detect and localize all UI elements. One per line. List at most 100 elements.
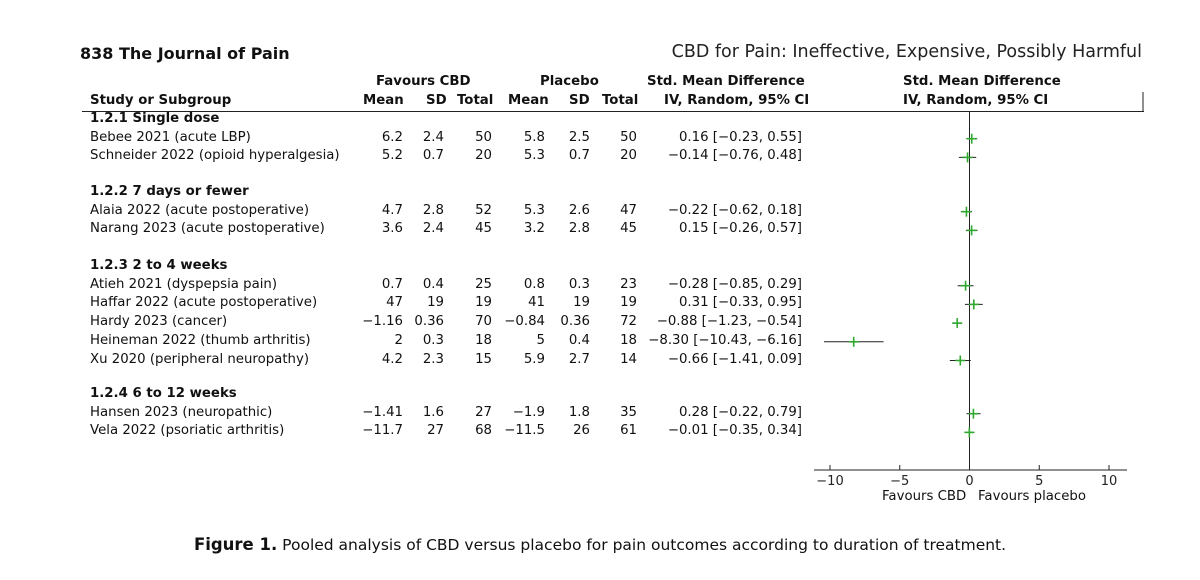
study-name: Atieh 2021 (dyspepsia pain) <box>90 276 278 292</box>
cell-ci: −0.14 [−0.76, 0.48] <box>667 148 802 164</box>
figure-caption: Figure 1. Pooled analysis of CBD versus … <box>0 535 1200 554</box>
cell-m2: −11.5 <box>504 423 545 439</box>
cell-n2: 19 <box>620 295 637 311</box>
cell-m2: 0.8 <box>523 276 545 292</box>
study-name: Hardy 2023 (cancer) <box>90 314 228 330</box>
header-rule <box>82 111 1144 112</box>
study-name: Xu 2020 (peripheral neuropathy) <box>90 351 310 367</box>
cell-n1: 25 <box>475 276 492 292</box>
cell-ci: 0.28 [−0.22, 0.79] <box>678 404 802 420</box>
cell-sd2: 0.36 <box>560 314 590 330</box>
cell-sd1: 0.3 <box>422 332 444 348</box>
cell-ci: −0.66 [−1.41, 0.09] <box>667 351 802 367</box>
x-tick-label: −10 <box>816 474 843 489</box>
cell-n1: 68 <box>475 423 492 439</box>
header-total-cbd: Total <box>457 93 494 108</box>
cell-sd2: 2.5 <box>568 129 590 145</box>
cell-ci: −8.30 [−10.43, −6.16] <box>648 332 802 348</box>
study-name: Bebee 2021 (acute LBP) <box>90 129 251 145</box>
cell-m1: −1.16 <box>362 314 403 330</box>
cell-n2: 50 <box>620 129 637 145</box>
cell-sd1: 27 <box>427 423 444 439</box>
header-sd-cbd: SD <box>426 93 447 108</box>
figure-caption-text: Pooled analysis of CBD versus placebo fo… <box>277 536 1007 554</box>
cell-n2: 23 <box>620 276 637 292</box>
cell-sd1: 2.4 <box>422 221 444 237</box>
header-placebo: Placebo <box>540 74 599 89</box>
study-name: Vela 2022 (psoriatic arthritis) <box>90 423 285 439</box>
study-name: Haffar 2022 (acute postoperative) <box>90 295 318 311</box>
cell-sd1: 19 <box>427 295 444 311</box>
cell-ci: −0.28 [−0.85, 0.29] <box>667 276 802 292</box>
cell-sd2: 1.8 <box>568 404 590 420</box>
cell-m2: 5.9 <box>523 351 545 367</box>
cell-n2: 61 <box>620 423 637 439</box>
header-smd: Std. Mean Difference <box>647 74 805 89</box>
x-tick-label: −5 <box>890 474 909 489</box>
cell-n2: 35 <box>620 404 637 420</box>
cell-n1: 50 <box>475 129 492 145</box>
cell-m1: 4.7 <box>381 202 403 218</box>
cell-m1: 0.7 <box>381 276 403 292</box>
cell-n1: 20 <box>475 148 492 164</box>
cell-sd1: 0.7 <box>422 148 444 164</box>
axis-label-favours-cbd: Favours CBD <box>882 489 967 504</box>
cell-m2: 3.2 <box>523 221 545 237</box>
cell-ci: 0.16 [−0.23, 0.55] <box>678 129 802 145</box>
cell-n2: 72 <box>620 314 637 330</box>
cell-n1: 45 <box>475 221 492 237</box>
cell-n1: 15 <box>475 351 492 367</box>
cell-sd1: 1.6 <box>422 404 444 420</box>
figure-caption-label: Figure 1. <box>193 535 278 554</box>
cell-n2: 20 <box>620 148 637 164</box>
cell-sd2: 0.3 <box>568 276 590 292</box>
cell-n1: 52 <box>475 202 492 218</box>
cell-m2: 5 <box>536 332 545 348</box>
cell-sd2: 2.6 <box>568 202 590 218</box>
cell-m1: −1.41 <box>362 404 403 420</box>
cell-sd2: 2.8 <box>568 221 590 237</box>
cell-m2: 5.3 <box>523 202 545 218</box>
cell-m1: 47 <box>386 295 403 311</box>
cell-n1: 27 <box>475 404 492 420</box>
axis-label-favours-placebo: Favours placebo <box>978 489 1086 504</box>
cell-sd2: 19 <box>573 295 590 311</box>
cell-m2: 5.3 <box>523 148 545 164</box>
cell-m2: −1.9 <box>512 404 545 420</box>
subgroup-label: 1.2.3 2 to 4 weeks <box>90 258 228 273</box>
cell-n1: 19 <box>475 295 492 311</box>
cell-m1: 4.2 <box>381 351 403 367</box>
cell-sd1: 2.3 <box>422 351 444 367</box>
subgroup-label: 1.2.4 6 to 12 weeks <box>90 386 237 401</box>
header-ci: IV, Random, 95% CI <box>664 93 810 108</box>
article-running-title: CBD for Pain: Ineffective, Expensive, Po… <box>671 42 1142 62</box>
cell-m2: 5.8 <box>523 129 545 145</box>
cell-m1: 3.6 <box>381 221 403 237</box>
header-mean-cbd: Mean <box>363 93 404 108</box>
x-tick-label: 5 <box>1035 474 1043 489</box>
study-name: Hansen 2023 (neuropathic) <box>90 404 273 420</box>
cell-n2: 14 <box>620 351 637 367</box>
study-name: Alaia 2022 (acute postoperative) <box>90 202 310 218</box>
subgroup-label: 1.2.2 7 days or fewer <box>90 184 249 199</box>
cell-m1: −11.7 <box>362 423 403 439</box>
cell-ci: 0.15 [−0.26, 0.57] <box>678 221 802 237</box>
cell-n1: 18 <box>475 332 492 348</box>
cell-sd2: 26 <box>573 423 590 439</box>
study-name: Narang 2023 (acute postoperative) <box>90 221 325 237</box>
cell-m1: 6.2 <box>381 129 403 145</box>
cell-n1: 70 <box>475 314 492 330</box>
cell-sd2: 0.4 <box>568 332 590 348</box>
header-study: Study or Subgroup <box>90 93 232 108</box>
cell-m1: 5.2 <box>381 148 403 164</box>
cell-ci: 0.31 [−0.33, 0.95] <box>678 295 802 311</box>
cell-sd1: 2.4 <box>422 129 444 145</box>
cell-sd1: 2.8 <box>422 202 444 218</box>
cell-m2: −0.84 <box>504 314 545 330</box>
header-sd-placebo: SD <box>569 93 590 108</box>
cell-sd1: 0.4 <box>422 276 444 292</box>
cell-ci: −0.88 [−1.23, −0.54] <box>656 314 802 330</box>
header-ci-plot: IV, Random, 95% CI <box>903 93 1049 108</box>
cell-sd2: 0.7 <box>568 148 590 164</box>
